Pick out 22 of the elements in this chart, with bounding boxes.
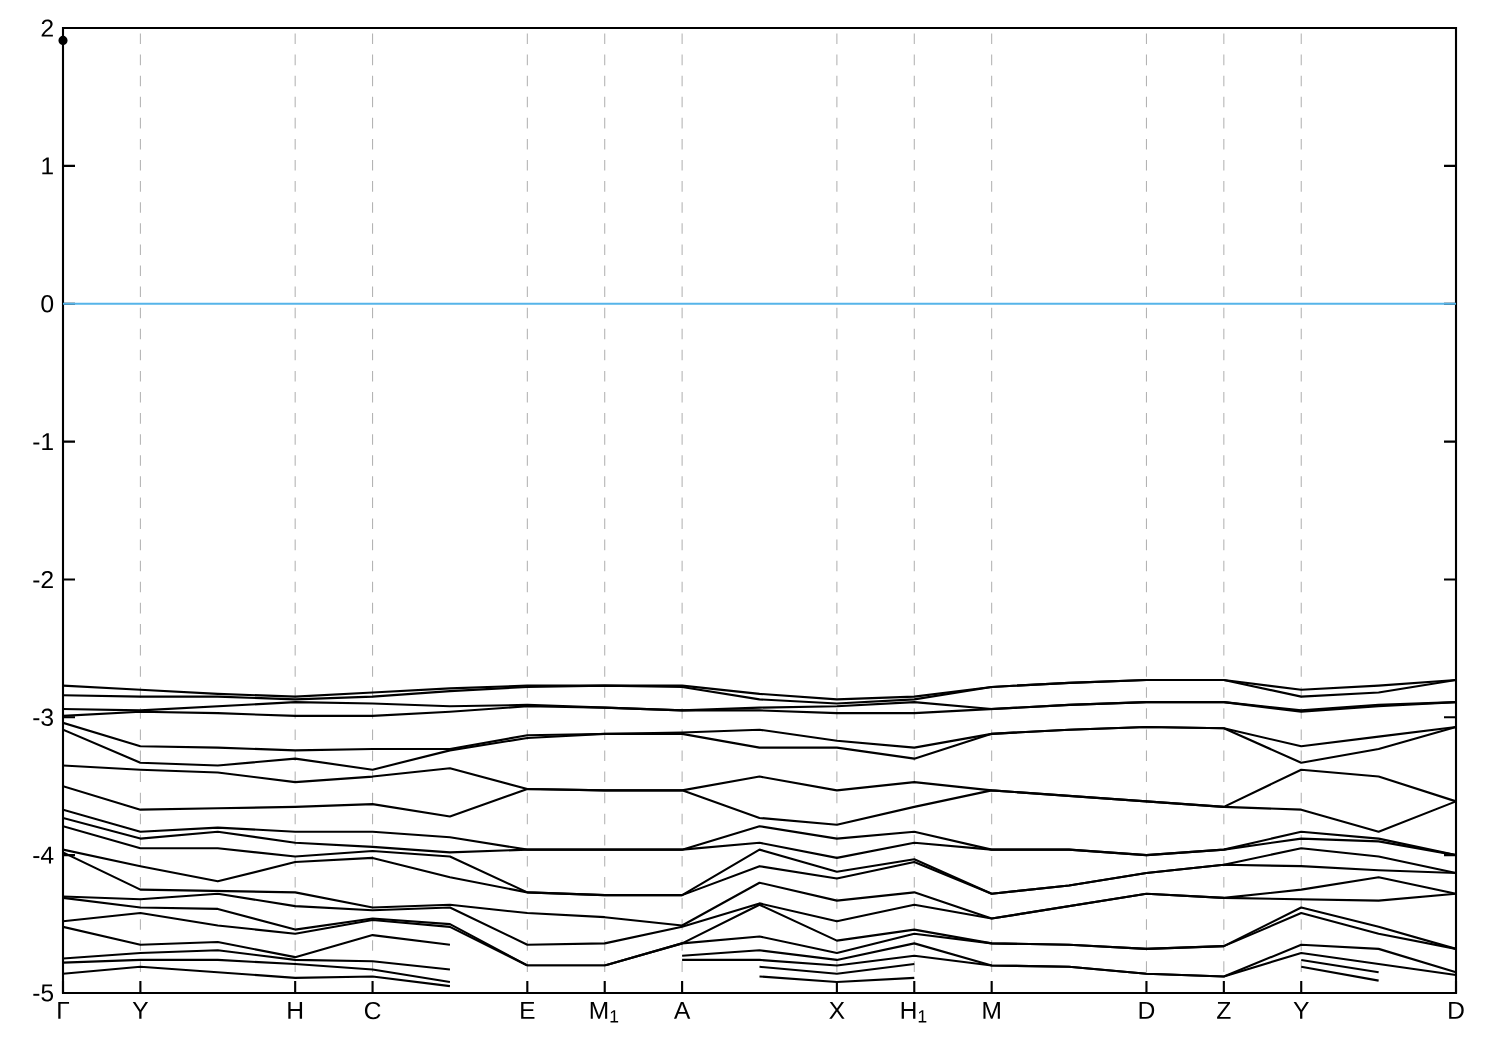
x-tick-label: H xyxy=(288,1001,303,1019)
y-tick-label: 1 xyxy=(42,157,53,175)
y-tick-label: -3 xyxy=(33,708,53,726)
y-tick-label: 2 xyxy=(41,19,53,37)
y-tick-label: -4 xyxy=(33,846,54,864)
y-tick-label: 0 xyxy=(41,295,54,313)
y-tick-label: -2 xyxy=(33,570,53,589)
x-tick-label: D xyxy=(1139,1001,1155,1019)
x-tick-label: Z xyxy=(1217,1001,1231,1019)
x-tick-label: D xyxy=(1449,1001,1464,1019)
x-tick-label: C xyxy=(364,1001,381,1020)
x-tick-label: E xyxy=(521,1001,535,1019)
x-tick-label: M xyxy=(983,1001,1000,1019)
x-tick-label: H$_{1}$ xyxy=(901,1001,927,1023)
y-tick-label: -5 xyxy=(33,984,54,1002)
x-tick-label: X xyxy=(829,1001,845,1019)
x-tick-label: M$_{1}$ xyxy=(590,1001,619,1023)
x-tick-label: Γ xyxy=(58,1001,70,1019)
y-tick-label: -1 xyxy=(33,433,53,451)
x-tick-label: Y xyxy=(132,1001,149,1019)
x-tick-label: A xyxy=(673,1001,691,1019)
x-tick-label: Y xyxy=(1293,1001,1309,1019)
